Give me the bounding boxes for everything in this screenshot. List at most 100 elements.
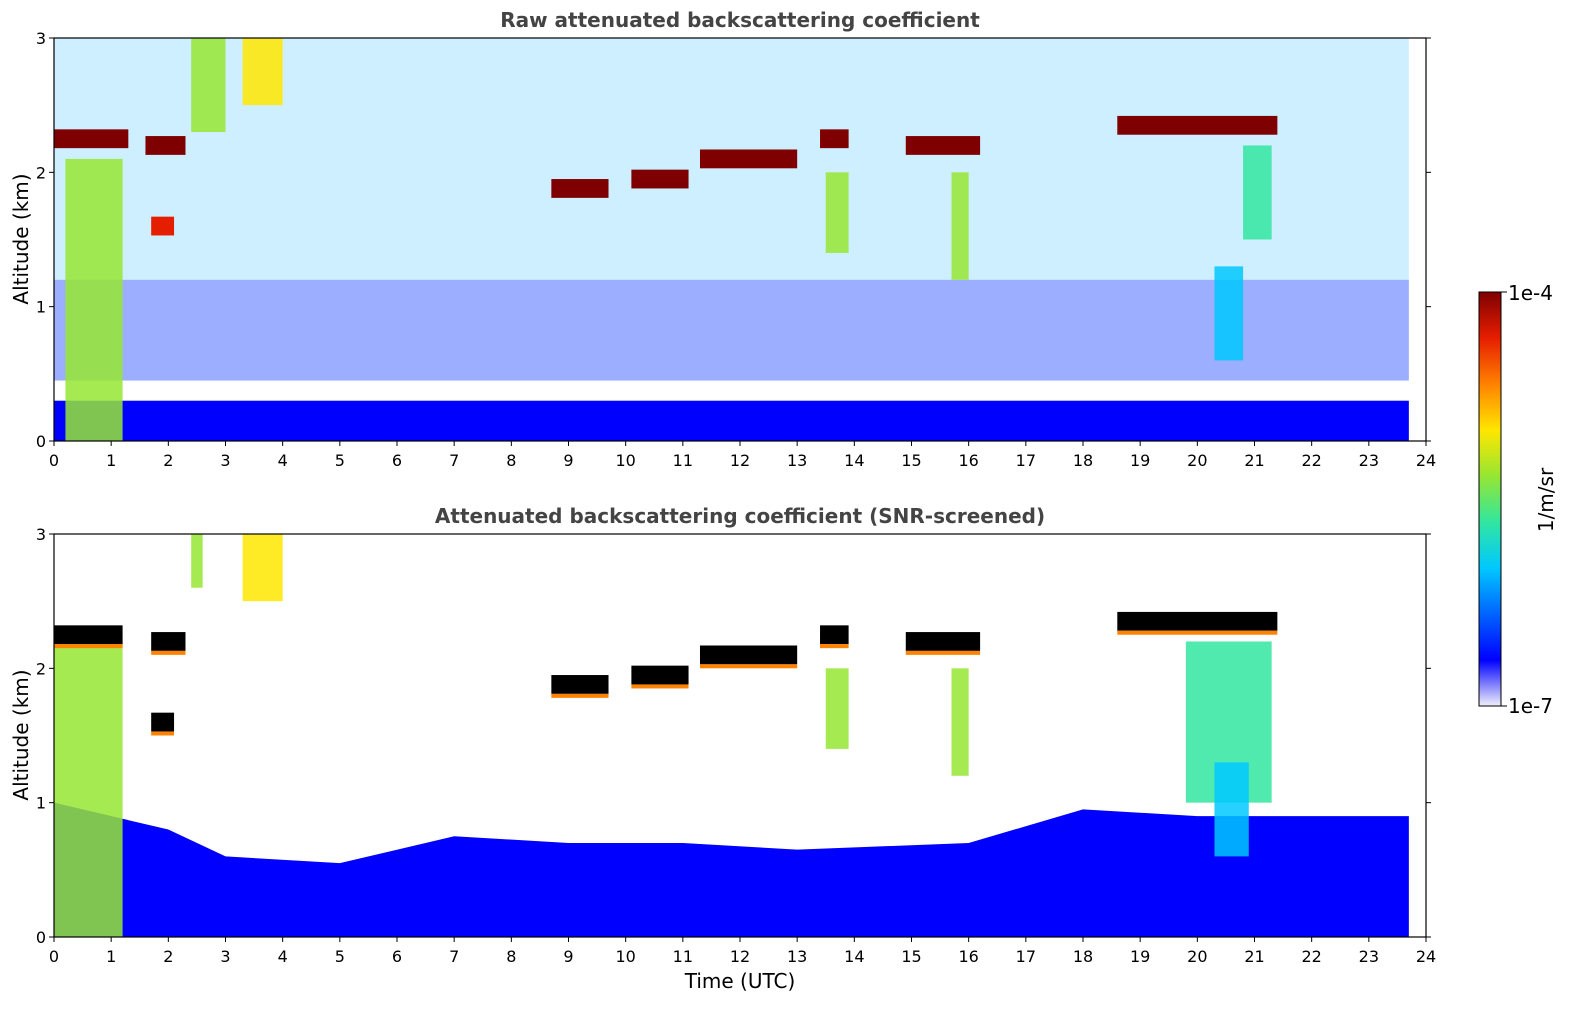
x-tick-label: 22 — [1301, 947, 1321, 966]
y-tick-label: 2 — [36, 659, 46, 678]
cloud-layer — [145, 136, 186, 155]
cloud-layer — [820, 625, 849, 645]
x-tick-label: 2 — [163, 947, 173, 966]
cloud-layer — [1117, 611, 1278, 631]
x-tick-label: 1 — [106, 947, 116, 966]
x-tick-label: 13 — [787, 947, 807, 966]
cloud-base-edge — [699, 664, 798, 669]
fall-streak — [242, 534, 283, 602]
cloud-layer — [151, 712, 175, 732]
cloud-base-edge — [820, 644, 849, 649]
fall-streak — [65, 158, 123, 441]
fall-streak — [191, 38, 226, 133]
x-tick-label: 19 — [1130, 451, 1150, 470]
panel-title: Attenuated backscattering coefficient (S… — [435, 504, 1045, 528]
x-axis-label: Time (UTC) — [684, 969, 796, 993]
x-tick-label: 23 — [1359, 451, 1379, 470]
x-tick-label: 6 — [392, 947, 402, 966]
y-tick-label: 3 — [36, 525, 46, 544]
cloud-layer — [820, 129, 849, 149]
cloud-layer — [1117, 115, 1278, 135]
x-tick-label: 24 — [1416, 947, 1436, 966]
x-tick-label: 21 — [1244, 451, 1264, 470]
cloud-layer — [631, 169, 689, 189]
x-tick-label: 9 — [563, 451, 573, 470]
x-tick-label: 8 — [506, 451, 516, 470]
x-tick-label: 1 — [106, 451, 116, 470]
x-tick-label: 19 — [1130, 947, 1150, 966]
cloud-layer — [151, 632, 186, 651]
cloud-layer — [699, 645, 798, 665]
cloud-layer — [699, 149, 798, 169]
cloud-base-edge — [151, 731, 175, 736]
y-tick-label: 1 — [36, 298, 46, 317]
x-axis-ticks: 0 1 2 3 4 5 6 7 8 9 10 11 12 13 14 15 16 17 18 19 20 21 22 23 24 — [49, 937, 1436, 966]
colorbar-max-label: 1e-4 — [1508, 281, 1553, 305]
x-tick-label: 20 — [1187, 451, 1207, 470]
x-tick-label: 2 — [163, 451, 173, 470]
fall-streak — [825, 668, 849, 749]
x-tick-label: 3 — [220, 451, 230, 470]
x-axis-ticks: 0 1 2 3 4 5 6 7 8 9 10 11 12 13 14 15 16 17 18 19 20 21 22 23 24 — [49, 441, 1436, 470]
x-tick-label: 12 — [730, 947, 750, 966]
x-tick-label: 15 — [901, 947, 921, 966]
x-tick-label: 12 — [730, 451, 750, 470]
colorbar-gradient — [1478, 291, 1502, 707]
cloud-layer — [551, 675, 609, 694]
fall-streak — [191, 534, 203, 588]
y-tick-label: 3 — [36, 29, 46, 48]
x-tick-label: 7 — [449, 451, 459, 470]
cloud-base-edge — [54, 644, 123, 649]
boundary-layer — [54, 802, 1409, 937]
noise-field — [54, 279, 1409, 381]
x-tick-label: 0 — [49, 451, 59, 470]
raw-backscatter-heatmap — [54, 38, 1409, 441]
y-axis-label: Altitude (km) — [9, 173, 33, 304]
snr-screened-heatmap — [54, 534, 1409, 937]
x-tick-label: 15 — [901, 451, 921, 470]
raw-backscatter-panel: Raw attenuated backscattering coefficien… — [9, 8, 1436, 470]
x-tick-label: 7 — [449, 947, 459, 966]
snr-screened-panel: Attenuated backscattering coefficient (S… — [9, 504, 1436, 993]
x-tick-label: 13 — [787, 451, 807, 470]
colorbar-min-label: 1e-7 — [1508, 694, 1553, 718]
y-axis-label: Altitude (km) — [9, 669, 33, 800]
fall-streak — [54, 641, 123, 937]
x-tick-label: 14 — [844, 947, 864, 966]
x-tick-label: 10 — [615, 947, 635, 966]
fall-streak — [825, 172, 849, 253]
x-tick-label: 5 — [335, 451, 345, 470]
x-tick-label: 3 — [220, 947, 230, 966]
x-tick-label: 8 — [506, 947, 516, 966]
y-tick-label: 2 — [36, 163, 46, 182]
x-tick-label: 14 — [844, 451, 864, 470]
y-tick-label: 0 — [36, 432, 46, 451]
x-tick-label: 0 — [49, 947, 59, 966]
x-tick-label: 6 — [392, 451, 402, 470]
x-tick-label: 11 — [673, 451, 693, 470]
x-tick-label: 17 — [1016, 947, 1036, 966]
cloud-layer — [631, 665, 689, 685]
colorbar: 1e-4 1e-7 1/m/sr — [1478, 281, 1558, 718]
x-tick-label: 21 — [1244, 947, 1264, 966]
y-tick-label: 1 — [36, 794, 46, 813]
cloud-layer — [905, 136, 981, 155]
x-tick-label: 11 — [673, 947, 693, 966]
fall-streak — [951, 668, 969, 776]
y-tick-label: 0 — [36, 928, 46, 947]
x-tick-label: 23 — [1359, 947, 1379, 966]
fall-streak — [951, 172, 969, 280]
x-tick-label: 20 — [1187, 947, 1207, 966]
x-tick-label: 16 — [958, 451, 978, 470]
x-tick-label: 24 — [1416, 451, 1436, 470]
x-tick-label: 4 — [278, 451, 288, 470]
boundary-layer — [54, 400, 1409, 441]
fall-streak — [1243, 145, 1272, 240]
x-tick-label: 5 — [335, 947, 345, 966]
cloud-layer — [54, 129, 129, 149]
panel-title: Raw attenuated backscattering coefficien… — [500, 8, 980, 32]
cloud-layer — [54, 625, 123, 645]
cloud-base-edge — [551, 693, 609, 698]
x-tick-label: 10 — [615, 451, 635, 470]
